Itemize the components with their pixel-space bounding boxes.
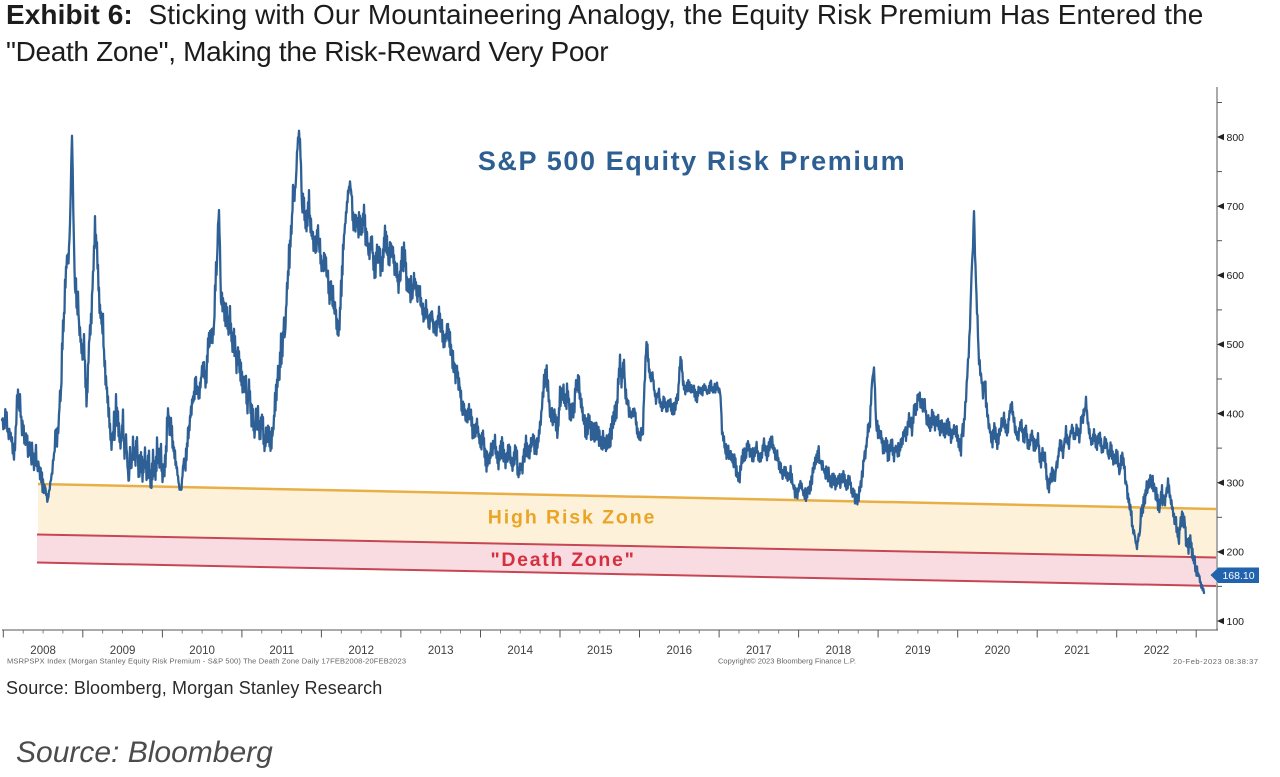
svg-text:2013: 2013 — [428, 645, 454, 657]
svg-text:2021: 2021 — [1064, 645, 1090, 657]
svg-text:2018: 2018 — [826, 645, 852, 657]
svg-text:MSRPSPX Index (Morgan Stanley: MSRPSPX Index (Morgan Stanley Equity Ris… — [7, 657, 406, 666]
svg-text:2009: 2009 — [110, 645, 136, 657]
svg-text:400: 400 — [1227, 408, 1245, 420]
svg-text:High Risk Zone: High Risk Zone — [488, 507, 657, 529]
svg-text:200: 200 — [1227, 547, 1245, 559]
svg-text:2019: 2019 — [905, 645, 931, 657]
svg-text:500: 500 — [1227, 339, 1245, 351]
svg-text:2020: 2020 — [985, 645, 1011, 657]
svg-text:800: 800 — [1227, 132, 1245, 144]
svg-text:168.10: 168.10 — [1222, 570, 1254, 582]
svg-text:2022: 2022 — [1144, 645, 1170, 657]
svg-text:2014: 2014 — [507, 645, 533, 657]
svg-text:100: 100 — [1227, 616, 1245, 628]
svg-text:2012: 2012 — [348, 645, 374, 657]
svg-text:"Death Zone": "Death Zone" — [490, 549, 635, 571]
svg-text:300: 300 — [1227, 478, 1245, 490]
svg-text:700: 700 — [1227, 201, 1245, 213]
svg-text:2016: 2016 — [667, 645, 693, 657]
svg-text:20-Feb-2023 08:38:37: 20-Feb-2023 08:38:37 — [1173, 657, 1258, 666]
svg-text:2017: 2017 — [746, 645, 772, 657]
svg-text:600: 600 — [1227, 270, 1245, 282]
svg-text:2008: 2008 — [30, 645, 56, 657]
svg-text:Copyright© 2023 Bloomberg Fina: Copyright© 2023 Bloomberg Finance L.P. — [718, 657, 856, 666]
svg-text:2010: 2010 — [189, 645, 215, 657]
svg-text:2011: 2011 — [269, 645, 294, 657]
svg-text:S&P 500 Equity Risk Premium: S&P 500 Equity Risk Premium — [478, 146, 906, 176]
svg-text:2015: 2015 — [587, 645, 613, 657]
